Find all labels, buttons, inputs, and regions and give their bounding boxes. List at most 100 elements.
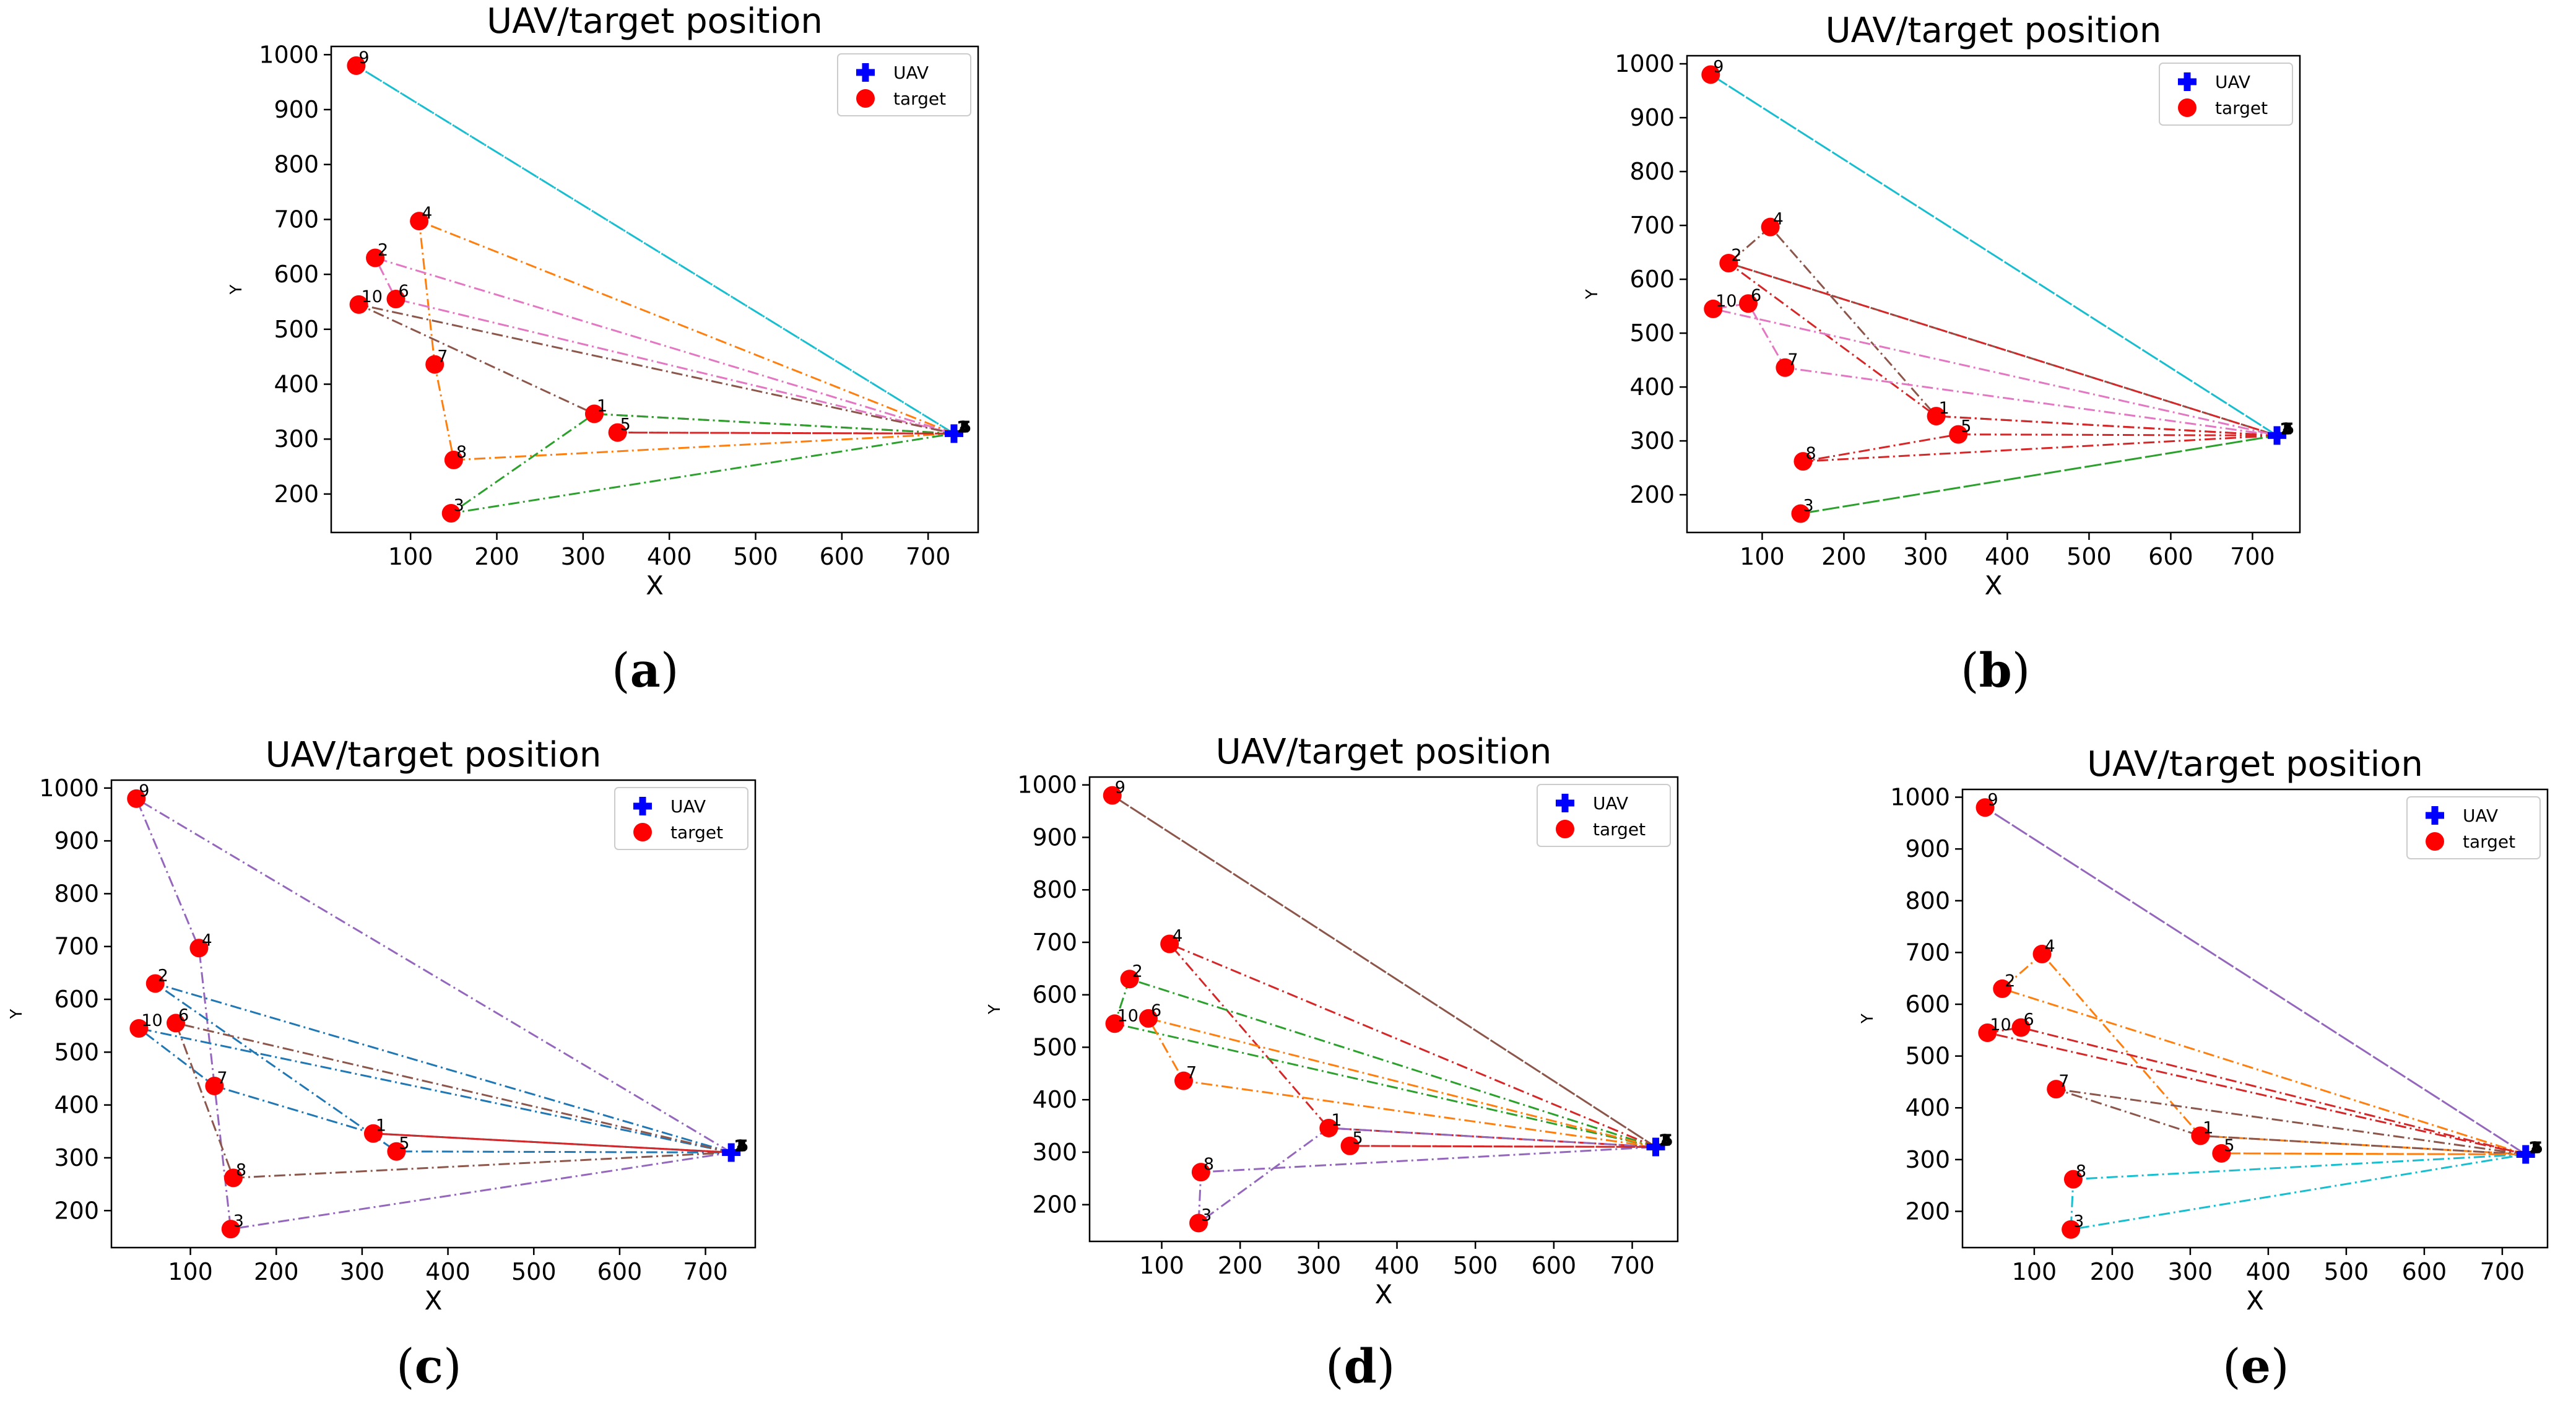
x-tick-label: 300 [1296, 1252, 1342, 1279]
x-tick-label: 300 [2168, 1258, 2213, 1285]
y-tick-label: 700 [54, 933, 99, 960]
uav-id-label: 1 [2279, 420, 2291, 438]
y-tick-label: 600 [1032, 981, 1077, 1009]
target-id-label: 10 [141, 1011, 162, 1030]
plot-frame [110, 779, 757, 1249]
target-id-label: 4 [422, 204, 432, 223]
y-tick-label: 400 [54, 1092, 99, 1119]
target-id-label: 3 [1201, 1205, 1212, 1225]
y-axis-label: Y [986, 1004, 1004, 1015]
route-line [1712, 302, 2278, 437]
target-id-label: 2 [1731, 246, 1741, 265]
x-tick-label: 600 [1532, 1252, 1577, 1279]
legend-target-label: target [893, 89, 946, 109]
panel-label-e: (e) [2223, 1339, 2289, 1394]
legend-uav-label: UAV [893, 63, 929, 83]
x-tick-label: 200 [1218, 1252, 1263, 1279]
target-id-label: 6 [178, 1006, 189, 1025]
uav-id-label: 1 [2528, 1139, 2539, 1157]
target-id-label: 7 [1787, 350, 1798, 370]
uav-id-label: 4 [959, 418, 970, 437]
target-point [1105, 1014, 1124, 1033]
target-point [410, 212, 429, 231]
x-tick-label: 500 [1453, 1252, 1498, 1279]
x-tick-label: 600 [597, 1258, 643, 1285]
target-point [2032, 944, 2052, 963]
target-id-label: 6 [1151, 1001, 1161, 1020]
y-tick-label: 200 [54, 1197, 99, 1224]
target-point [1103, 786, 1122, 805]
chart-title: UAV/target position [1216, 732, 1552, 772]
uav-marker [944, 424, 963, 443]
y-tick-label: 800 [274, 151, 319, 178]
uav-marker [2516, 1145, 2535, 1164]
uav-id-label: 3 [2281, 420, 2292, 438]
chart-panel-c: UAV/target position 100 200 300 400 500 600 700… [7, 735, 757, 1316]
chart-panel-a: UAV/target position 100 200 300 400 500 600 700… [227, 1, 979, 601]
target-id-label: 2 [378, 240, 388, 259]
target-id-label: 1 [597, 396, 607, 415]
uav-id-label: 3 [1660, 1131, 1672, 1150]
x-axis-label: X [425, 1285, 443, 1316]
y-tick-label: 1000 [1017, 771, 1077, 799]
legend-target-icon [2178, 98, 2197, 117]
target-id-label: 5 [1353, 1129, 1363, 1148]
y-tick-label: 500 [1905, 1043, 1950, 1070]
target-point [1174, 1071, 1193, 1090]
x-tick-label: 100 [1740, 543, 1785, 570]
plot-frame [1686, 54, 2301, 534]
chart-panel-e: UAV/target position 100 200 300 400 500 600 700… [1858, 744, 2549, 1316]
target-point [1978, 1023, 1997, 1042]
x-axis-label: X [2246, 1285, 2264, 1316]
x-tick-label: 700 [2480, 1258, 2525, 1285]
uav-marker [2268, 426, 2287, 445]
uav-id-label: 2 [2281, 420, 2292, 438]
target-id-label: 3 [1803, 497, 1813, 516]
x-tick-label: 100 [1139, 1252, 1184, 1279]
uav-marker [722, 1143, 741, 1162]
x-tick-label: 300 [561, 543, 606, 570]
target-id-label: 10 [1117, 1006, 1138, 1025]
y-tick-label: 400 [1629, 373, 1675, 401]
target-id-label: 2 [1132, 962, 1143, 981]
route-line [373, 256, 955, 435]
x-tick-label: 500 [2324, 1258, 2369, 1285]
target-id-label: 7 [437, 347, 448, 367]
x-tick-label: 200 [2090, 1258, 2135, 1285]
panel-label-a: (a) [612, 643, 679, 698]
x-tick-label: 100 [168, 1258, 213, 1285]
y-tick-label: 600 [54, 986, 99, 1013]
target-id-label: 3 [2073, 1212, 2084, 1231]
uav-id-label: 3 [2530, 1139, 2541, 1157]
y-tick-label: 200 [274, 480, 319, 508]
target-point [444, 450, 463, 469]
route-line [1350, 1145, 1656, 1148]
target-id-label: 2 [158, 966, 168, 985]
panel-label-b: (b) [1961, 643, 2031, 698]
y-tick-label: 500 [54, 1038, 99, 1066]
target-point [221, 1220, 240, 1239]
y-tick-label: 1000 [1890, 784, 1950, 811]
target-point [205, 1076, 224, 1095]
target-id-label: 9 [358, 48, 369, 67]
uav-id-label: 3 [958, 418, 969, 437]
target-point [2191, 1126, 2210, 1145]
y-tick-label: 700 [1629, 212, 1675, 239]
target-id-label: 9 [1115, 778, 1125, 797]
target-id-label: 4 [201, 931, 212, 950]
target-point [1120, 970, 1139, 989]
plot-frame [1961, 788, 2549, 1249]
y-tick-label: 1000 [259, 41, 319, 68]
target-point [1975, 798, 1995, 817]
legend-uav-label: UAV [670, 796, 706, 817]
x-tick-label: 100 [388, 543, 433, 570]
x-tick-label: 200 [254, 1258, 299, 1285]
x-tick-label: 600 [820, 543, 865, 570]
panel-label-d: (d) [1325, 1339, 1395, 1394]
target-point [127, 789, 146, 808]
legend-target-label: target [1593, 819, 1646, 840]
target-id-label: 4 [1773, 210, 1784, 229]
target-point [1776, 358, 1795, 377]
y-tick-label: 900 [1905, 835, 1950, 862]
target-point [347, 56, 366, 76]
